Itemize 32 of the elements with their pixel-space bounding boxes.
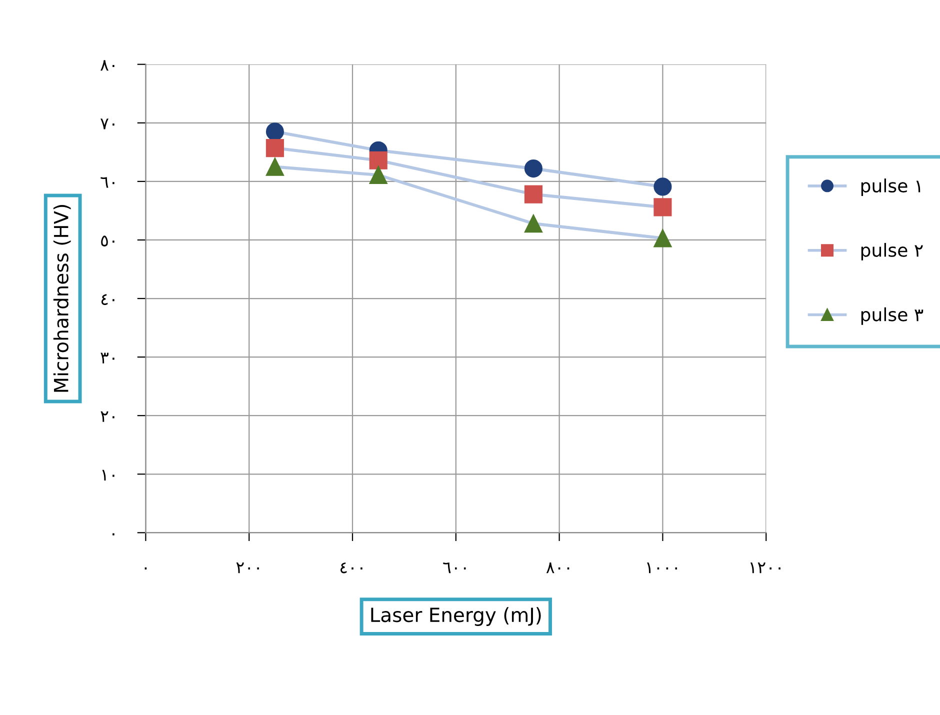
point (524, 214, 542, 233)
x-tick-label: ٠ (144, 567, 147, 570)
y-tick-label: ٦٠ (100, 177, 114, 188)
point (654, 198, 672, 216)
y-tick-label: ١٠ (102, 470, 114, 480)
point (654, 229, 672, 248)
point (524, 185, 542, 204)
x-tick-label: ١٢٠٠ (750, 562, 780, 574)
point (369, 166, 388, 184)
x-tick-label: ٦٠٠ (443, 562, 466, 574)
x-axis-title: Laser Energy (mJ) (371, 607, 541, 626)
legend-label: pulse ٢ (861, 242, 923, 260)
legend-label: pulse ٣ (861, 307, 924, 325)
x-tick-label: ٢٠٠ (236, 562, 259, 574)
y-tick-label: ٥٠ (101, 236, 114, 246)
y-axis-title: Microhardness (HV) (53, 204, 71, 392)
point (266, 122, 284, 141)
x-tick-label: ٤٠٠ (340, 562, 362, 574)
legend-label: pulse ١ (861, 178, 920, 196)
y-tick-label: ٢٠ (100, 411, 114, 422)
point (266, 139, 284, 158)
point (369, 151, 388, 170)
y-tick-label: ٤٠ (101, 294, 114, 306)
y-tick-label: ٣٠ (100, 352, 114, 364)
y-tick-label: ٠ (112, 533, 114, 536)
y-tick-label: ٨٠ (100, 60, 114, 71)
x-tick-label: ٨٠٠ (546, 562, 570, 574)
x-tick-label: ١٠٠٠ (647, 562, 678, 574)
point (524, 160, 542, 178)
point (654, 178, 672, 196)
y-tick-label: ٧٠ (100, 118, 114, 130)
point (266, 158, 284, 176)
